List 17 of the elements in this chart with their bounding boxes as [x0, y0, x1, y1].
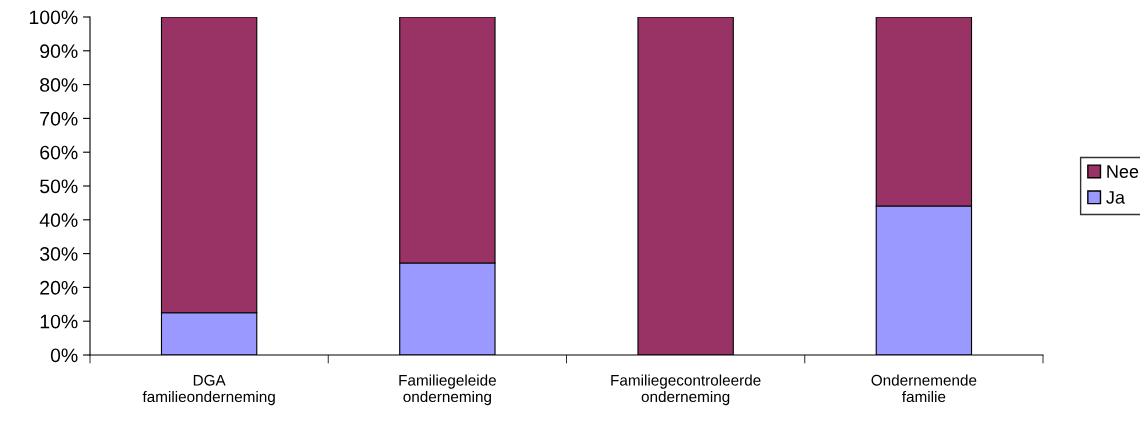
y-tick-label: 80% [40, 78, 78, 92]
y-tick-label: 50% [40, 179, 78, 194]
y-tick-label: 60% [40, 145, 78, 160]
legend-label: Ja [1106, 191, 1125, 204]
x-tick-label: Familiegeleide onderneming [399, 374, 496, 406]
x-tick-label: Familiegecontroleerde onderneming [611, 374, 761, 406]
y-tick-label: 90% [40, 44, 78, 59]
y-tick-label: 0% [50, 348, 78, 363]
x-tick-label: Ondernemende familie [871, 374, 977, 403]
y-tick-label: 70% [40, 111, 78, 126]
y-tick-label: 30% [40, 247, 78, 261]
y-tick-label: 100% [29, 10, 78, 25]
legend-label: Nee [1107, 165, 1139, 178]
y-tick-label: 10% [40, 314, 78, 329]
y-tick-label: 40% [39, 213, 78, 228]
y-tick-label: 20% [40, 280, 78, 295]
x-tick-label: DGA familieonderneming [142, 374, 275, 406]
